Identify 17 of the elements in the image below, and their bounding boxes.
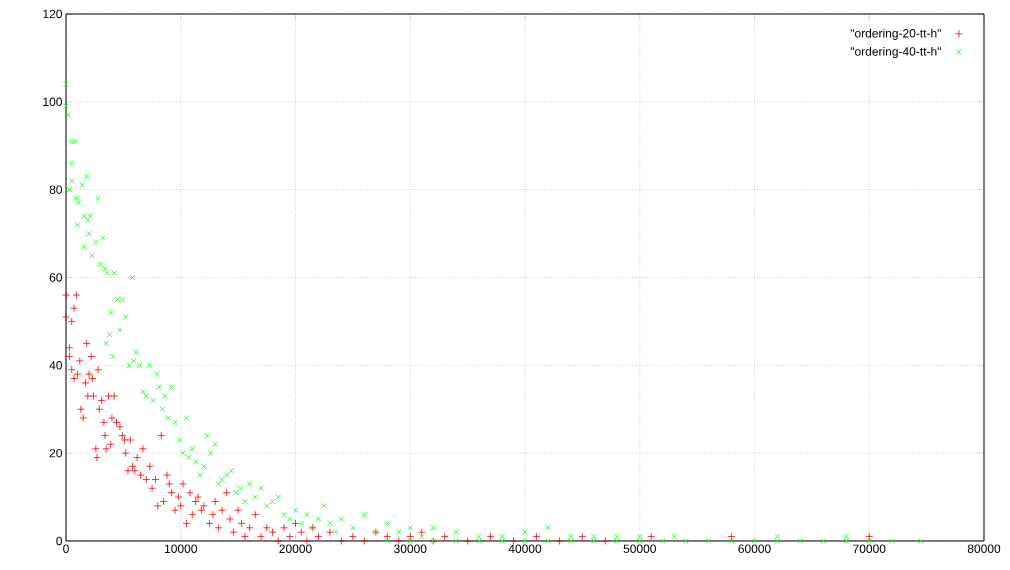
x-tick-label: 30000: [394, 544, 427, 554]
y-tick-label: 100: [43, 97, 63, 107]
y-tick-label: 60: [49, 273, 63, 282]
x-tick-label: 80000: [967, 544, 1001, 554]
y-tick-label: 80: [49, 185, 63, 194]
x-tick-label: 20000: [279, 544, 312, 554]
y-tick-label: 40: [49, 361, 63, 370]
legend-label: "ordering-40-tt-h": [850, 46, 941, 59]
x-tick-label: 10000: [165, 544, 197, 554]
x-tick-label: 70000: [853, 544, 886, 554]
legend-label: "ordering-20-tt-h": [850, 28, 941, 40]
y-tick-label: 20: [49, 448, 63, 458]
x-tick-label: 60000: [738, 544, 771, 554]
y-tick-label: 0: [56, 536, 63, 546]
y-tick-label: 120: [43, 9, 63, 19]
x-tick-label: 50000: [623, 544, 656, 554]
x-tick-label: 40000: [508, 544, 542, 554]
